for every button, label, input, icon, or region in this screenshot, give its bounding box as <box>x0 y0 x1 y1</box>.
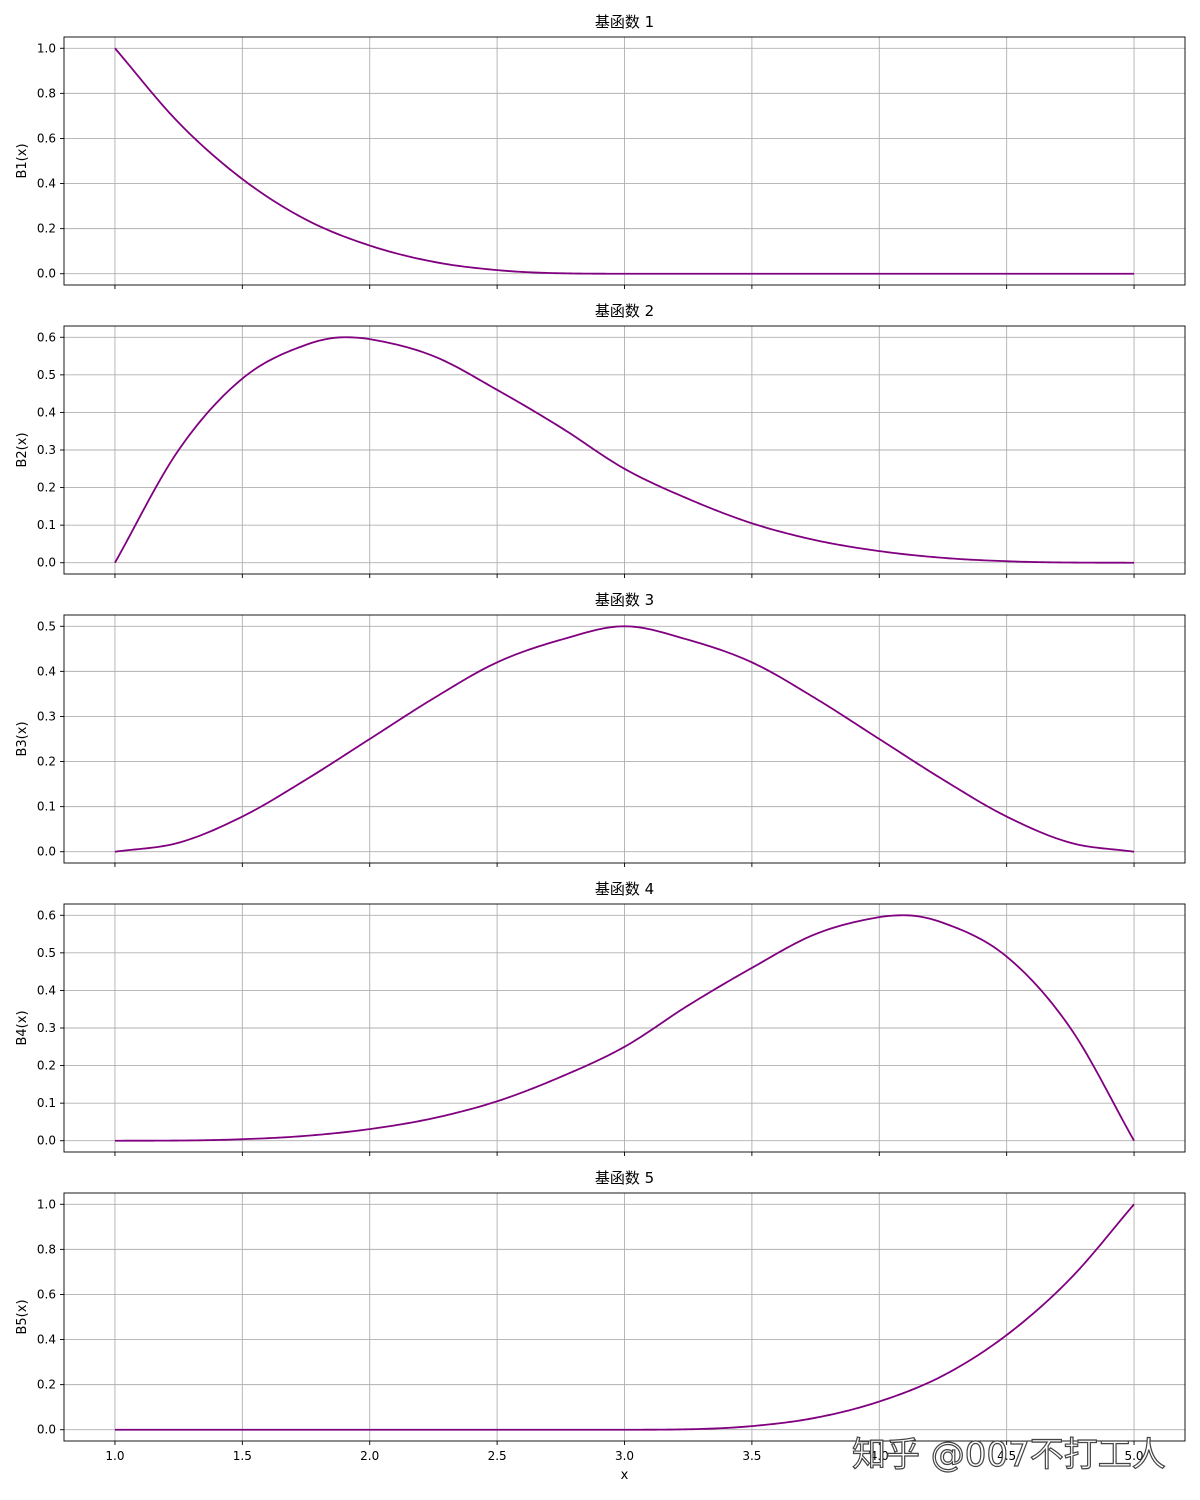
x-tick-label: 4.5 <box>997 1449 1016 1463</box>
x-tick-label: 5.0 <box>1124 1449 1143 1463</box>
y-tick-label: 0.2 <box>37 1378 56 1392</box>
subplot-3: 0.0 0.1 0.2 0.3 0.4 0.5 基函数 3 B3(x) <box>15 591 1186 867</box>
x-tick-label: 3.5 <box>742 1449 761 1463</box>
y-tick-label: 1.0 <box>37 41 56 55</box>
x-axis-label: x <box>621 1468 629 1483</box>
y-tick-label: 0.6 <box>37 908 56 922</box>
y-tick-label: 0.5 <box>37 368 56 382</box>
series-line-5 <box>114 1203 1135 1431</box>
subplot-title: 基函数 1 <box>595 13 654 31</box>
series-line-2 <box>114 336 1135 564</box>
subplot-2: 0.0 0.1 0.2 0.3 0.4 0.5 0.6 基函数 2 B2(x) <box>15 302 1186 578</box>
subplot-title: 基函数 4 <box>595 880 654 898</box>
y-tick-label: 0.0 <box>37 556 56 570</box>
y-tick-label: 0.4 <box>37 1333 56 1347</box>
y-tick-label: 0.6 <box>37 330 56 344</box>
watermark: 知乎 @007不打工人 <box>852 1435 1166 1475</box>
y-tick-label: 0.5 <box>37 619 56 633</box>
y-tick-label: 0.3 <box>37 709 56 723</box>
y-tick-label: 0.2 <box>37 1059 56 1073</box>
series-line-3 <box>114 625 1135 853</box>
subplot-title: 基函数 5 <box>595 1169 654 1187</box>
y-tick-label: 0.4 <box>37 983 56 997</box>
series-line-4 <box>114 914 1135 1142</box>
y-tick-label: 0.0 <box>37 1134 56 1148</box>
y-tick-label: 1.0 <box>37 1197 56 1211</box>
y-tick-label: 0.0 <box>37 845 56 859</box>
x-tick-label: 2.5 <box>488 1449 507 1463</box>
subplot-4: 0.0 0.1 0.2 0.3 0.4 0.5 0.6 基函数 4 B4(x) <box>15 880 1186 1156</box>
y-tick-label: 0.4 <box>37 405 56 419</box>
y-axis-label: B3(x) <box>15 721 30 756</box>
y-tick-label: 0.2 <box>37 481 56 495</box>
y-tick-label: 0.4 <box>37 664 56 678</box>
x-tick-label: 2.0 <box>360 1449 379 1463</box>
y-axis-label: B2(x) <box>15 432 30 467</box>
y-tick-label: 0.2 <box>37 755 56 769</box>
y-axis-label: B1(x) <box>15 143 30 178</box>
y-tick-label: 0.5 <box>37 946 56 960</box>
x-tick-label: 1.5 <box>233 1449 252 1463</box>
y-tick-label: 0.2 <box>37 222 56 236</box>
subplot-title: 基函数 2 <box>595 302 654 320</box>
y-tick-label: 0.1 <box>37 800 56 814</box>
y-tick-label: 0.3 <box>37 443 56 457</box>
x-tick-label: 4.0 <box>870 1449 889 1463</box>
y-tick-label: 0.6 <box>37 131 56 145</box>
y-tick-label: 0.0 <box>37 267 56 281</box>
y-tick-label: 0.4 <box>37 177 56 191</box>
x-tick-label: 3.0 <box>615 1449 634 1463</box>
y-tick-label: 0.1 <box>37 1096 56 1110</box>
y-axis-label: B5(x) <box>15 1299 30 1334</box>
y-tick-label: 0.0 <box>37 1423 56 1437</box>
y-tick-label: 0.1 <box>37 518 56 532</box>
y-tick-label: 0.8 <box>37 1242 56 1256</box>
series-line-1 <box>114 47 1135 275</box>
y-tick-label: 0.3 <box>37 1021 56 1035</box>
subplot-5: 0.0 0.2 0.4 0.6 0.8 1.0 1.0 1.5 2.0 2.5 3.0 3.5 4.0 4… <box>15 1169 1186 1483</box>
subplot-1: 0.0 0.2 0.4 0.6 0.8 1.0 基函数 1 B1(x) <box>15 13 1186 289</box>
y-tick-label: 0.8 <box>37 86 56 100</box>
y-tick-label: 0.6 <box>37 1287 56 1301</box>
y-axis-label: B4(x) <box>15 1010 30 1045</box>
subplot-title: 基函数 3 <box>595 591 654 609</box>
x-tick-label: 1.0 <box>105 1449 124 1463</box>
